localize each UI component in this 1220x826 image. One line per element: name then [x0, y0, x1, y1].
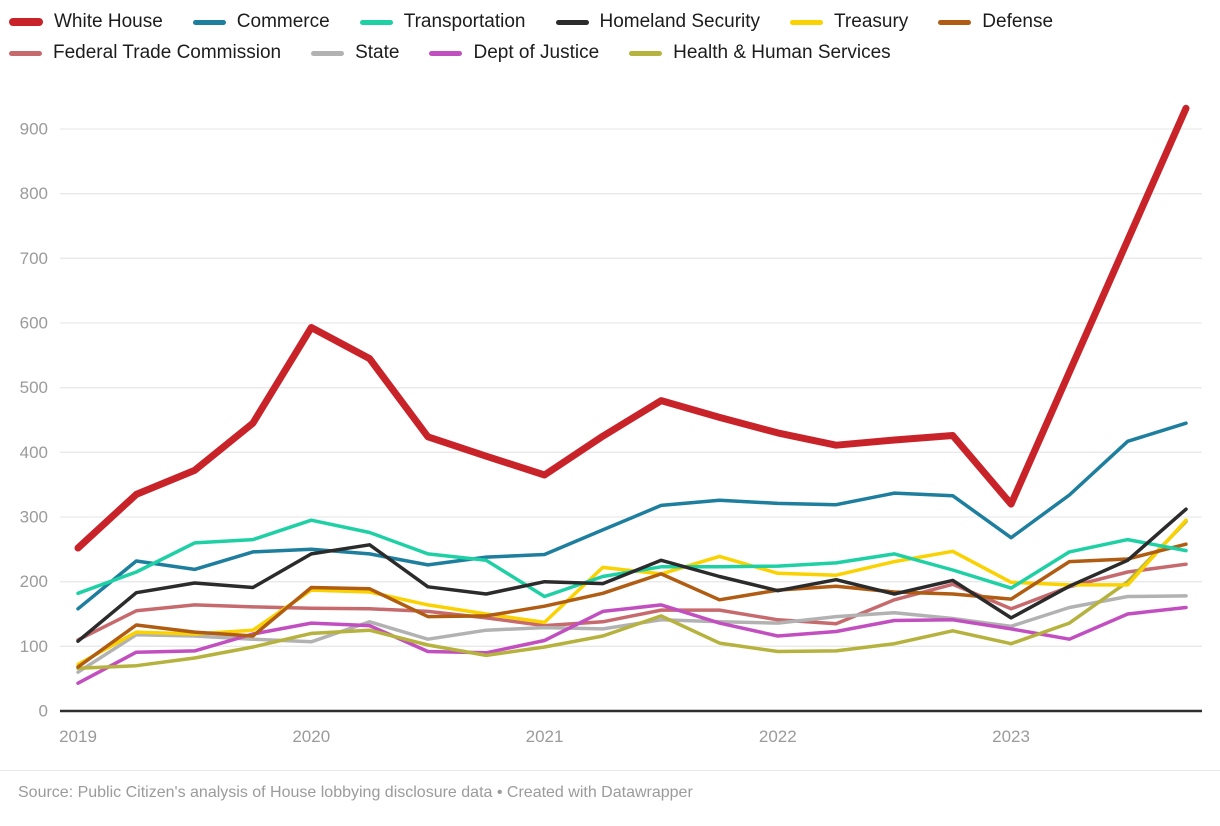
legend-label-white-house: White House	[54, 11, 163, 32]
series-line-white-house[interactable]	[74, 104, 1190, 552]
legend-swatch-homeland-security	[555, 19, 589, 25]
y-tick-label-300: 300	[20, 508, 48, 527]
legend-swatch-commerce	[192, 19, 226, 25]
x-tick-label-2021: 2021	[526, 727, 564, 746]
legend-swatch-federal-trade-commission	[9, 50, 42, 56]
legend-label-state: State	[355, 42, 400, 63]
legend-item-transportation: Transportation	[359, 11, 526, 33]
series-line-health-and-human-services[interactable]	[76, 519, 1188, 671]
legend-swatch-defense	[938, 19, 972, 25]
legend-item-homeland-security: Homeland Security	[555, 11, 761, 33]
footer: Source: Public Citizen's analysis of Hou…	[0, 770, 1220, 826]
legend-item-treasury: Treasury	[790, 11, 908, 33]
legend-item-white-house: White House	[9, 11, 163, 33]
legend-item-federal-trade-commission: Federal Trade Commission	[9, 42, 281, 64]
series-line-commerce[interactable]	[76, 421, 1188, 611]
legend-label-homeland-security: Homeland Security	[599, 11, 761, 32]
legend-swatch-treasury	[790, 19, 824, 25]
legend-swatch-state	[311, 50, 345, 56]
x-tick-label-2023: 2023	[992, 727, 1030, 746]
y-tick-label-100: 100	[20, 637, 48, 656]
legend-swatch-dept-of-justice	[429, 50, 463, 56]
y-tick-label-900: 900	[20, 120, 48, 139]
series-line-dept-of-justice[interactable]	[76, 603, 1188, 685]
legend-label-commerce: Commerce	[236, 11, 330, 32]
y-tick-label-0: 0	[39, 702, 48, 721]
legend-item-health-and-human-services: Health & Human Services	[629, 42, 891, 64]
series-line-defense[interactable]	[76, 542, 1188, 669]
legend-item-defense: Defense	[938, 11, 1053, 33]
source-note: Source: Public Citizen's analysis of Hou…	[18, 784, 693, 801]
legend-label-health-and-human-services: Health & Human Services	[673, 42, 891, 63]
y-tick-label-200: 200	[20, 572, 48, 591]
legend-swatch-transportation	[359, 19, 393, 25]
legend-label-federal-trade-commission: Federal Trade Commission	[53, 42, 282, 63]
y-tick-label-400: 400	[20, 443, 48, 462]
legend-label-defense: Defense	[982, 11, 1054, 32]
x-tick-label-2019: 2019	[59, 727, 97, 746]
legend: White House Commerce Transportation Homelan…	[9, 11, 1214, 64]
x-tick-label-2020: 2020	[292, 727, 330, 746]
legend-label-treasury: Treasury	[834, 11, 909, 32]
series-line-homeland-security[interactable]	[76, 507, 1188, 643]
y-tick-label-500: 500	[20, 378, 48, 397]
legend-row-2: Federal Trade Commission State Dept of Jus…	[9, 42, 1214, 64]
legend-item-dept-of-justice: Dept of Justice	[429, 42, 599, 64]
y-tick-label-800: 800	[20, 184, 48, 203]
y-tick-label-600: 600	[20, 314, 48, 333]
legend-label-transportation: Transportation	[403, 11, 526, 32]
legend-item-commerce: Commerce	[192, 11, 330, 33]
legend-label-dept-of-justice: Dept of Justice	[473, 42, 600, 63]
legend-item-state: State	[311, 42, 399, 64]
x-tick-label-2022: 2022	[759, 727, 797, 746]
y-tick-label-700: 700	[20, 249, 48, 268]
legend-row-1: White House Commerce Transportation Homelan…	[9, 11, 1214, 33]
series-line-federal-trade-commission[interactable]	[76, 562, 1188, 642]
legend-swatch-health-and-human-services	[629, 50, 663, 56]
legend-swatch-white-house	[9, 18, 43, 26]
